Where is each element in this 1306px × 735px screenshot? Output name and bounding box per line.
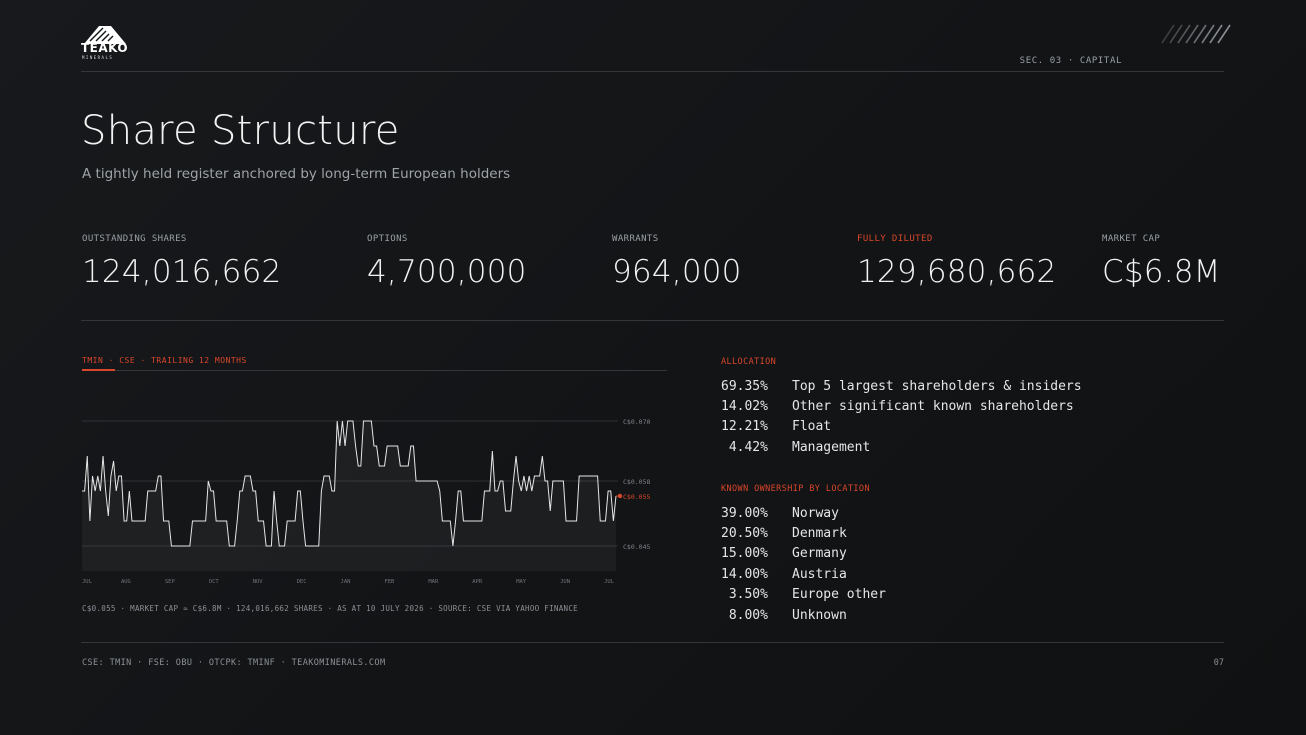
x-tick-label: APR <box>472 579 483 585</box>
stat-fully-diluted: FULLY DILUTED 129,680,662 <box>857 234 1056 290</box>
location-label: Austria <box>792 566 847 582</box>
location-label: Norway <box>792 505 839 521</box>
stat-value: 124,016,662 <box>82 254 282 290</box>
location-pct: 3.50% <box>721 587 768 603</box>
x-tick-label: JUN <box>560 579 570 585</box>
stat-label: MARKET CAP <box>1102 234 1161 244</box>
allocation-pct: 14.02% <box>721 399 768 415</box>
x-tick-label: JAN <box>341 579 351 585</box>
x-tick-label: FEB <box>384 579 395 585</box>
allocation-heading: ALLOCATION <box>721 357 777 367</box>
logo-subtitle: MINERALS <box>82 55 114 60</box>
location-list: 39.00% Norway 20.50% Denmark 15.00% Germany… <box>721 503 886 625</box>
x-tick-label: OCT <box>209 579 220 585</box>
location-pct: 15.00% <box>721 546 768 562</box>
section-label: SEC. 03 · CAPITAL <box>1019 56 1122 66</box>
allocation-list: 69.35% Top 5 largest shareholders & insid… <box>721 376 1082 458</box>
stat-label: OPTIONS <box>367 234 408 244</box>
price-chart: C$0.070 C$0.058 C$0.045 C$0.055 JUL AUG SEP OCT… <box>82 418 650 585</box>
stat-outstanding-shares: OUTSTANDING SHARES 124,016,662 <box>82 234 281 290</box>
hatch-decoration-icon <box>1161 24 1231 44</box>
list-item: 8.00% Unknown <box>721 605 886 625</box>
list-item: 12.21% Float <box>721 417 1082 437</box>
stat-market-cap: MARKET CAP C$6.8M <box>1102 234 1221 290</box>
price-area <box>82 421 616 571</box>
stats-divider <box>81 320 1224 321</box>
last-price-dot <box>617 493 623 499</box>
stat-value: 129,680,662 <box>857 254 1057 290</box>
location-label: Denmark <box>792 526 847 542</box>
header-divider <box>81 71 1224 72</box>
y-tick-label: C$0.070 <box>623 418 650 426</box>
page-subtitle: A tightly held register anchored by long… <box>82 166 511 182</box>
allocation-pct: 69.35% <box>721 378 768 394</box>
stat-value: C$6.8M <box>1102 254 1221 290</box>
list-item: 3.50% Europe other <box>721 585 886 605</box>
x-tick-label: AUG <box>121 579 131 585</box>
allocation-pct: 4.42% <box>721 439 768 455</box>
logo-wordmark: TEAKO <box>81 41 129 55</box>
x-tick-label: JUL <box>82 579 93 585</box>
list-item: 14.02% Other significant known shareholde… <box>721 396 1082 416</box>
location-pct: 39.00% <box>721 505 768 521</box>
last-price-label: C$0.055 <box>623 493 650 501</box>
list-item: 14.00% Austria <box>721 564 886 584</box>
location-pct: 20.50% <box>721 526 768 542</box>
footer-divider <box>81 642 1224 643</box>
stat-label: WARRANTS <box>612 234 659 244</box>
allocation-label: Other significant known shareholders <box>792 399 1074 415</box>
location-heading: KNOWN OWNERSHIP BY LOCATION <box>721 484 870 494</box>
x-tick-label: MAY <box>516 579 527 585</box>
x-tick-label: JUL <box>604 579 615 585</box>
location-pct: 14.00% <box>721 566 768 582</box>
stat-label: FULLY DILUTED <box>857 234 933 244</box>
list-item: 4.42% Management <box>721 437 1082 457</box>
list-item: 39.00% Norway <box>721 503 886 523</box>
list-item: 69.35% Top 5 largest shareholders & insid… <box>721 376 1082 396</box>
footer-tickers: CSE: TMIN · FSE: OBU · OTCPK: TMINF · TE… <box>82 658 386 668</box>
page-title: Share Structure <box>81 108 400 154</box>
list-item: 20.50% Denmark <box>721 523 886 543</box>
chart-header-rule <box>115 370 667 371</box>
allocation-label: Management <box>792 439 871 455</box>
stat-value: 964,000 <box>612 254 742 290</box>
allocation-label: Float <box>792 419 832 435</box>
chart-header-underline <box>82 369 115 371</box>
mountain-logo-icon <box>84 26 126 44</box>
x-tick-label: MAR <box>428 579 439 585</box>
location-label: Unknown <box>792 607 847 623</box>
stat-warrants: WARRANTS 964,000 <box>612 234 742 290</box>
x-tick-label: NOV <box>253 579 264 585</box>
allocation-pct: 12.21% <box>721 419 768 435</box>
chart-footnote: C$0.055 · MARKET CAP ≈ C$6.8M · 124,016,… <box>82 604 578 613</box>
y-tick-label: C$0.058 <box>623 478 650 486</box>
stat-label: OUTSTANDING SHARES <box>82 234 187 244</box>
price-line <box>82 420 617 547</box>
stat-value: 4,700,000 <box>367 254 527 290</box>
list-item: 15.00% Germany <box>721 544 886 564</box>
x-tick-label: DEC <box>297 579 307 585</box>
x-tick-label: SEP <box>165 579 176 585</box>
page-number: 07 <box>1213 658 1224 668</box>
stat-options: OPTIONS 4,700,000 <box>367 234 527 290</box>
location-label: Europe other <box>792 587 886 603</box>
location-pct: 8.00% <box>721 607 768 623</box>
y-tick-label: C$0.045 <box>623 543 650 551</box>
location-label: Germany <box>792 546 847 562</box>
chart-header: TMIN · CSE · TRAILING 12 MONTHS <box>82 356 247 365</box>
allocation-label: Top 5 largest shareholders & insiders <box>792 378 1082 394</box>
